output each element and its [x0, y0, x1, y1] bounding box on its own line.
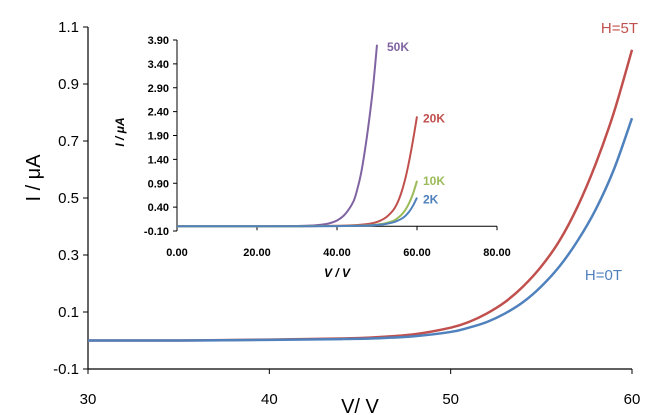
- main-series: [87, 49, 634, 342]
- inset-x-tick-label: 0.00: [166, 247, 187, 259]
- inset-series-line-2k: [177, 197, 418, 228]
- main-y-tick-label: 0.5: [58, 190, 79, 207]
- main-plot: -0.1 0.1 0.3 0.5 0.7 0.9 1.1 30 40 50 60 H=5T H=0T…: [23, 19, 640, 415]
- inset-x-axis-title: V / V: [324, 266, 351, 280]
- main-series-line-h-0t: [87, 117, 634, 342]
- main-series-labels: H=5T H=0T: [585, 20, 638, 284]
- inset-y-tick-label: 3.90: [148, 35, 169, 47]
- main-axes: [83, 26, 633, 374]
- main-x-tick-label: 60: [624, 391, 641, 408]
- inset-series-label: 20K: [423, 111, 445, 125]
- main-y-tick-label: 0.7: [58, 133, 79, 150]
- main-y-tick-label: 0.1: [58, 304, 79, 321]
- inset-y-tick-label: 0.90: [148, 178, 169, 190]
- inset-y-tick-labels: -0.10 0.40 0.90 1.40 1.90 2.40 2.90 3.40 3.90: [144, 35, 169, 238]
- inset-y-tick-label: 2.90: [148, 83, 169, 95]
- main-series-label: H=5T: [601, 20, 638, 37]
- inset-y-tick-label: 2.40: [148, 107, 169, 119]
- inset-series-label: 10K: [423, 174, 445, 188]
- inset-series: [176, 44, 418, 228]
- main-x-axis-title: V/ V: [341, 396, 379, 415]
- main-y-axis-title: I / μA: [23, 154, 45, 202]
- inset-series-label: 2K: [423, 193, 439, 207]
- inset-y-tick-label: 1.90: [148, 131, 169, 143]
- inset-x-tick-label: 20.00: [243, 247, 271, 259]
- main-y-tick-label: 1.1: [58, 19, 79, 36]
- inset-x-tick-label: 40.00: [323, 247, 351, 259]
- main-series-label: H=0T: [585, 267, 622, 284]
- main-x-tick-label: 40: [261, 391, 278, 408]
- main-series-line-h-5t: [87, 49, 634, 342]
- main-y-tick-label: 0.3: [58, 247, 79, 264]
- main-y-tick-label: 0.9: [58, 76, 79, 93]
- inset-series-line-20k: [177, 116, 418, 228]
- inset-y-tick-label: 0.40: [148, 202, 169, 214]
- inset-y-axis-title: I / μA: [113, 117, 127, 146]
- inset-series-labels: 50K 20K 10K 2K: [387, 40, 445, 207]
- inset-plot: -0.10 0.40 0.90 1.40 1.90 2.40 2.90 3.40 3.90 0.…: [113, 35, 511, 280]
- main-x-tick-labels: 30 40 50 60: [80, 391, 641, 408]
- inset-x-tick-labels: 0.00 20.00 40.00 60.00 80.00: [166, 247, 510, 259]
- main-x-tick-label: 50: [442, 391, 459, 408]
- inset-series-label: 50K: [387, 40, 409, 54]
- inset-x-tick-label: 80.00: [483, 247, 511, 259]
- inset-y-tick-label: 3.40: [148, 59, 169, 71]
- main-x-tick-label: 30: [80, 391, 97, 408]
- inset-axes: [173, 39, 498, 232]
- main-y-tick-label: -0.1: [53, 361, 79, 378]
- inset-y-tick-label: -0.10: [144, 226, 169, 238]
- main-y-tick-labels: -0.1 0.1 0.3 0.5 0.7 0.9 1.1: [53, 19, 79, 378]
- inset-y-tick-label: 1.40: [148, 154, 169, 166]
- inset-x-tick-label: 60.00: [403, 247, 431, 259]
- inset-series-line-50k: [176, 44, 378, 228]
